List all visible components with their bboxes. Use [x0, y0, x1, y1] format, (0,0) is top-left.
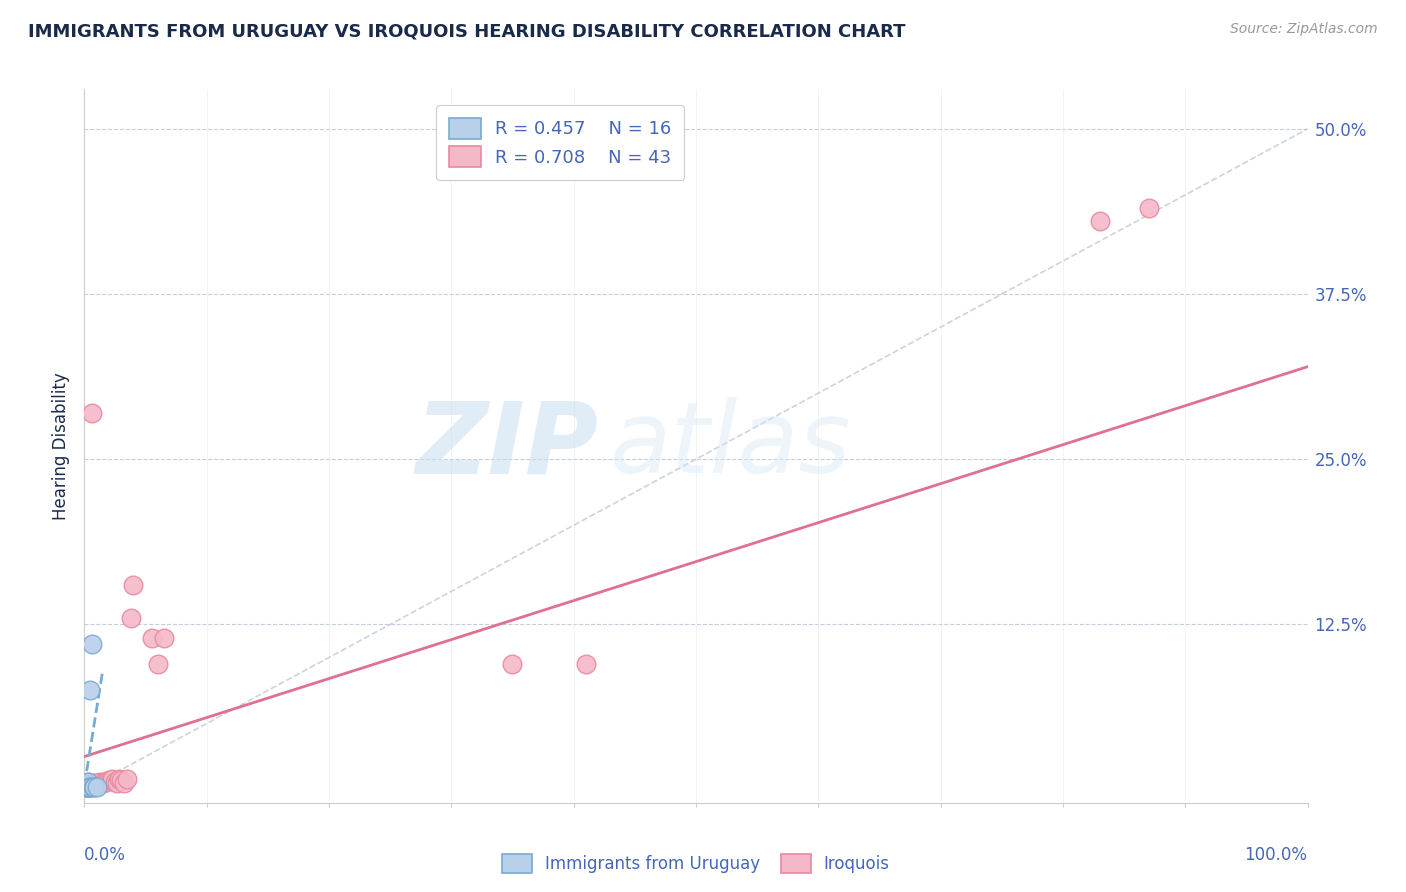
Point — [87, 777, 110, 791]
Point — [75, 777, 97, 791]
Point — [79, 683, 101, 698]
Point — [76, 779, 98, 793]
Point — [77, 780, 100, 794]
Point — [83, 776, 105, 790]
Point — [97, 773, 120, 788]
Point — [575, 657, 598, 671]
Legend: Immigrants from Uruguay, Iroquois: Immigrants from Uruguay, Iroquois — [495, 847, 897, 880]
Point — [87, 776, 110, 790]
Y-axis label: Hearing Disability: Hearing Disability — [52, 372, 70, 520]
Point — [91, 776, 114, 790]
Point — [77, 780, 100, 794]
Point — [120, 611, 142, 625]
Point — [115, 772, 138, 786]
Point — [79, 780, 101, 794]
Point — [79, 780, 101, 794]
Point — [77, 774, 100, 789]
Point — [77, 774, 100, 789]
Point — [80, 637, 103, 651]
Point — [80, 776, 103, 790]
Text: atlas: atlas — [610, 398, 852, 494]
Point — [80, 779, 103, 793]
Point — [77, 779, 100, 793]
Point — [75, 779, 97, 793]
Point — [141, 631, 163, 645]
Text: IMMIGRANTS FROM URUGUAY VS IROQUOIS HEARING DISABILITY CORRELATION CHART: IMMIGRANTS FROM URUGUAY VS IROQUOIS HEAR… — [28, 22, 905, 40]
Point — [77, 780, 100, 794]
Point — [107, 772, 129, 786]
Text: 0.0%: 0.0% — [84, 846, 127, 863]
Point — [75, 780, 97, 794]
Point — [122, 578, 145, 592]
Text: Source: ZipAtlas.com: Source: ZipAtlas.com — [1230, 22, 1378, 37]
Point — [89, 774, 111, 789]
Point — [1088, 214, 1111, 228]
Point — [76, 780, 98, 794]
Point — [112, 776, 135, 790]
Point — [101, 772, 124, 786]
Point — [86, 780, 108, 794]
Point — [77, 780, 100, 794]
Text: 100.0%: 100.0% — [1244, 846, 1308, 863]
Point — [76, 777, 98, 791]
Point — [153, 631, 176, 645]
Point — [79, 780, 101, 794]
Point — [76, 777, 98, 791]
Point — [76, 780, 98, 794]
Text: ZIP: ZIP — [415, 398, 598, 494]
Point — [82, 780, 104, 794]
Point — [100, 773, 122, 788]
Point — [84, 777, 107, 791]
Point — [83, 780, 105, 794]
Point — [146, 657, 169, 671]
Point — [104, 774, 127, 789]
Point — [86, 776, 108, 790]
Point — [1137, 201, 1160, 215]
Point — [79, 777, 101, 791]
Point — [77, 777, 100, 791]
Point — [80, 406, 103, 420]
Point — [96, 774, 118, 789]
Point — [75, 779, 97, 793]
Point — [501, 657, 523, 671]
Point — [93, 774, 115, 789]
Point — [105, 776, 128, 790]
Point — [77, 779, 100, 793]
Point — [75, 780, 97, 794]
Point — [82, 779, 104, 793]
Point — [110, 773, 132, 788]
